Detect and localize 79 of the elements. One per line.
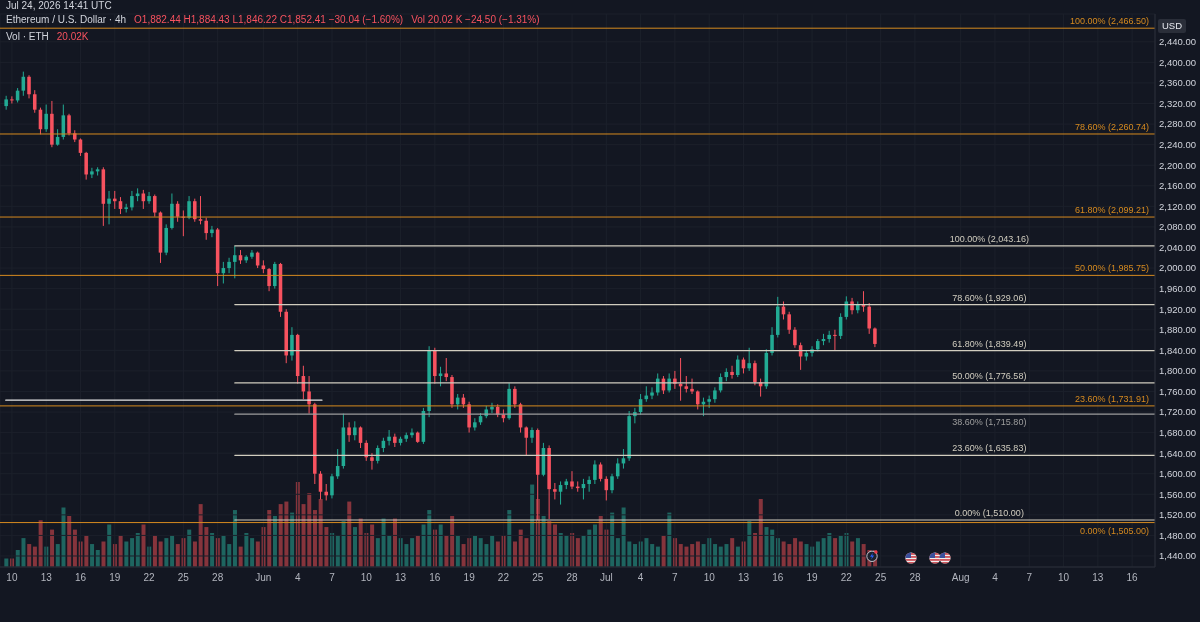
x-tick-label: 25 xyxy=(177,572,190,584)
y-tick-label: 1,560.00 xyxy=(1159,488,1196,500)
ref-line-label: 78.60% (2,260.74) xyxy=(1074,121,1149,132)
series-label: 100.00% (2,043.16) xyxy=(949,233,1029,244)
y-tick-label: 1,760.00 xyxy=(1159,385,1196,397)
series-label: 78.60% (1,929.06) xyxy=(952,292,1027,303)
series-label: 38.60% (1,715.80) xyxy=(952,417,1027,428)
y-tick-label: 1,720.00 xyxy=(1159,406,1196,418)
x-tick-label: 10 xyxy=(6,572,18,584)
ref-line-label: 0.00% (1,505.00) xyxy=(1079,525,1149,536)
x-tick-label: 22 xyxy=(840,572,853,584)
x-tick-label: 16 xyxy=(74,572,87,584)
y-tick-label: 1,920.00 xyxy=(1159,303,1196,315)
series-label: 23.60% (1,635.83) xyxy=(952,443,1027,454)
y-tick-label: 1,960.00 xyxy=(1159,283,1196,294)
annotation: Vol 20.02 K −24.50 (−1.31%) xyxy=(411,14,540,25)
x-tick-label: 13 xyxy=(40,572,53,584)
x-tick-label: 28 xyxy=(909,572,921,584)
x-tick-label: 28 xyxy=(566,572,579,584)
x-tick-label: 25 xyxy=(875,572,887,584)
chart-title: Vol · ETH xyxy=(6,31,49,42)
x-tick-label: 25 xyxy=(532,572,544,584)
y-axis-title: USD xyxy=(1162,20,1183,31)
y-tick-label: 2,400.00 xyxy=(1159,56,1196,68)
x-tick-label: 13 xyxy=(1092,572,1104,584)
x-tick-label: 16 xyxy=(429,572,441,584)
x-tick-label: 16 xyxy=(772,572,784,584)
x-tick-label: 13 xyxy=(395,572,407,584)
y-tick-label: 1,880.00 xyxy=(1159,324,1196,336)
y-tick-label: 1,640.00 xyxy=(1159,447,1196,459)
x-tick-label: 4 xyxy=(294,572,301,584)
x-tick-label: 22 xyxy=(143,572,156,584)
x-tick-label: 10 xyxy=(360,572,373,584)
ref-line-label: 61.80% (2,099.21) xyxy=(1074,205,1149,216)
y-tick-label: 2,160.00 xyxy=(1159,180,1196,192)
x-tick-label: 4 xyxy=(637,572,644,584)
x-tick-label: 19 xyxy=(109,572,121,584)
x-tick-label: 10 xyxy=(703,572,716,584)
y-tick-label: 1,840.00 xyxy=(1159,344,1196,356)
ref-line-label: 100.00% (2,466.50) xyxy=(1069,16,1149,27)
x-tick-label: 16 xyxy=(1126,572,1139,584)
x-tick-label: 13 xyxy=(737,572,750,584)
y-tick-label: 1,680.00 xyxy=(1159,426,1196,438)
y-tick-label: 2,320.00 xyxy=(1159,97,1196,109)
y-tick-label: 1,600.00 xyxy=(1159,468,1196,480)
x-tick-label: Aug xyxy=(951,572,970,584)
y-tick-label: 2,000.00 xyxy=(1159,262,1196,274)
x-tick-label: Jul xyxy=(599,572,613,584)
y-tick-label: 1,520.00 xyxy=(1159,509,1196,521)
x-tick-label: 22 xyxy=(497,572,510,584)
y-tick-label: 2,120.00 xyxy=(1159,200,1196,212)
x-tick-label: 4 xyxy=(992,572,999,584)
series-label: 0.00% (1,510.00) xyxy=(954,508,1024,518)
y-tick-label: 2,080.00 xyxy=(1159,221,1196,233)
y-tick-label: 2,280.00 xyxy=(1159,118,1196,130)
x-tick-label: Jun xyxy=(255,572,272,584)
ref-line-label: 50.00% (1,985.75) xyxy=(1074,263,1149,274)
y-tick-label: 2,440.00 xyxy=(1159,36,1196,48)
annotation: 20.02K xyxy=(56,31,89,42)
y-tick-label: 2,360.00 xyxy=(1159,77,1196,89)
annotation: O1,882.44 H1,884.43 L1,846.22 C1,852.41 −30.04 (−1.60%) xyxy=(134,14,404,25)
x-tick-label: 10 xyxy=(1057,572,1070,584)
series-label: 50.00% (1,776.58) xyxy=(952,370,1027,381)
x-tick-label: 19 xyxy=(806,572,819,584)
text: Jul 24, 2026 14:41 UTC xyxy=(6,0,112,11)
x-tick-label: 19 xyxy=(463,572,476,584)
x-tick-label: 7 xyxy=(1026,572,1033,584)
y-tick-label: 1,440.00 xyxy=(1159,550,1196,562)
ref-line-label: 23.60% (1,731.91) xyxy=(1074,393,1149,404)
y-tick-label: 2,240.00 xyxy=(1159,139,1196,151)
y-tick-label: 1,800.00 xyxy=(1159,365,1196,377)
x-tick-label: 7 xyxy=(329,572,336,584)
x-tick-label: 28 xyxy=(212,572,224,584)
y-tick-label: 2,200.00 xyxy=(1159,159,1196,171)
series-label: 61.80% (1,839.49) xyxy=(952,338,1027,349)
y-tick-label: 1,480.00 xyxy=(1159,529,1196,541)
x-tick-label: 7 xyxy=(672,572,679,584)
chart-title: Ethereum / U.S. Dollar · 4h xyxy=(6,14,127,25)
y-tick-label: 2,040.00 xyxy=(1159,241,1196,253)
